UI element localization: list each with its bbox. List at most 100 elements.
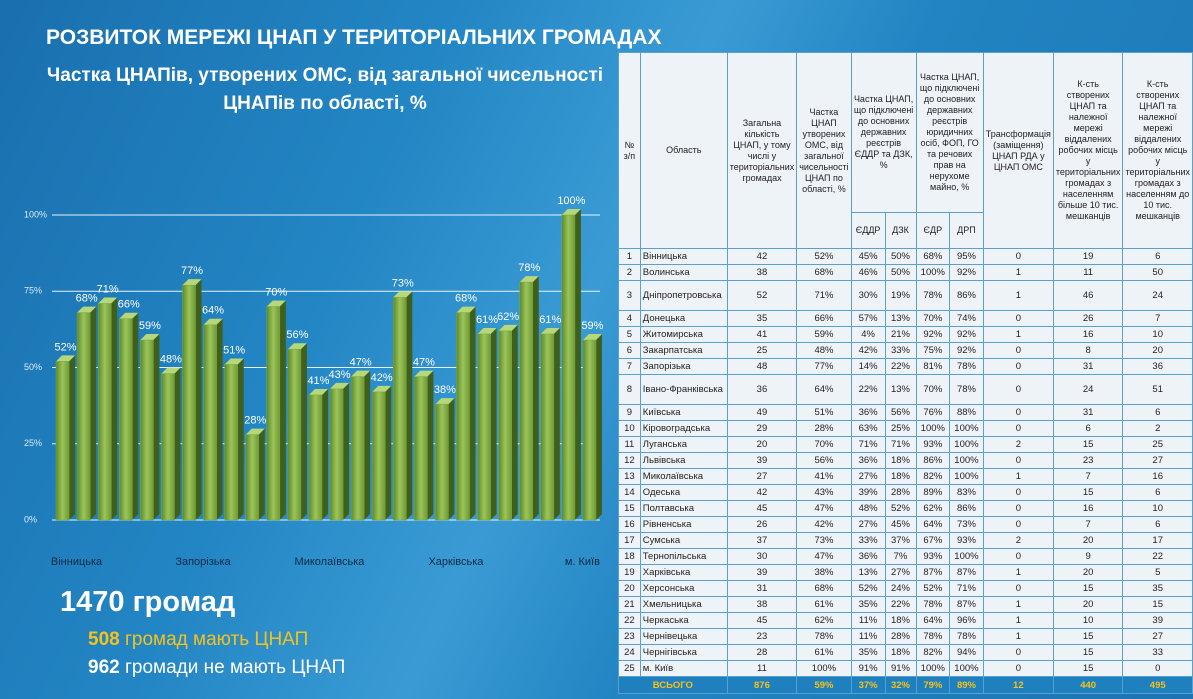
table-cell: 18%: [884, 452, 917, 469]
table-cell: 61%: [796, 644, 852, 661]
bar-side: [258, 428, 265, 520]
table-cell: 0: [1122, 660, 1193, 677]
without-cnap: 962 громади не мають ЦНАП: [88, 657, 345, 679]
table-cell: 30: [726, 548, 798, 565]
table-cell: 45: [726, 500, 798, 517]
table-cell: 24: [618, 644, 641, 661]
table-cell: Тернопільська: [639, 548, 728, 565]
table-cell: 1: [982, 280, 1054, 311]
table-cell: 61%: [796, 596, 852, 613]
table-cell: 12: [618, 452, 641, 469]
bar-side: [321, 388, 328, 520]
table-cell: 28: [726, 644, 798, 661]
table-cell: 20: [1122, 342, 1193, 359]
table-row: 10 Кіровоградська 29 28% 63% 25% 100% 100% 0 6 2: [618, 420, 1193, 437]
table-cell: 78%: [915, 628, 951, 645]
table-cell: 9: [618, 404, 641, 421]
table-cell: 73%: [949, 516, 984, 533]
bar-side: [153, 334, 160, 520]
table-cell: 43%: [796, 484, 852, 501]
table-row: 25 м. Київ 11 100% 91% 91% 100% 100% 0 15 0: [618, 660, 1193, 677]
table-cell: 495: [1122, 676, 1193, 694]
table-row: 24 Чернігівська 28 61% 35% 18% 82% 94% 0 15 33: [618, 644, 1193, 661]
table-cell: 68%: [915, 248, 951, 265]
table-cell: Київська: [639, 404, 728, 421]
table-cell: 24: [1052, 374, 1124, 405]
table-cell: 29: [726, 420, 798, 437]
bar-side: [385, 385, 392, 520]
table-cell: 2: [982, 532, 1054, 549]
table-row: 7 Запорізька 48 77% 14% 22% 81% 78% 0 31 36: [618, 358, 1193, 375]
table-cell: 78%: [949, 358, 984, 375]
table-row: 9 Київська 49 51% 36% 56% 76% 88% 0 31 6: [618, 404, 1193, 421]
table-cell: 48: [726, 358, 798, 375]
table-cell: 37%: [850, 676, 886, 694]
bar-side: [595, 334, 602, 520]
table-cell: 42%: [850, 342, 886, 359]
table-cell: Волинська: [639, 264, 728, 281]
bar: [329, 388, 344, 521]
table-cell: 0: [982, 452, 1054, 469]
header-cell: Трансформація (заміщення) ЦНАП РДА у ЦНА…: [982, 52, 1054, 249]
table-cell: 71%: [949, 580, 984, 597]
bar-top: [161, 367, 181, 374]
table-cell: 36%: [850, 548, 886, 565]
table-cell: 18: [618, 548, 641, 565]
table-cell: 47%: [796, 548, 852, 565]
table-cell: 25%: [884, 420, 917, 437]
table-cell: 56%: [884, 404, 917, 421]
table-cell: 10: [618, 420, 641, 437]
bar: [182, 284, 196, 521]
bar-top: [477, 327, 497, 334]
table-cell: 42: [726, 248, 798, 265]
table-cell: Закарпатська: [639, 342, 728, 359]
table-cell: 51%: [796, 404, 852, 421]
table-cell: 23: [1052, 452, 1124, 469]
bar-top: [435, 398, 455, 405]
table-cell: 68%: [796, 580, 852, 597]
table-cell: 100%: [915, 264, 951, 281]
table-cell: 31: [726, 580, 798, 597]
total-communities: 1470 громад: [60, 586, 236, 618]
bar: [76, 312, 91, 521]
table-cell: 50%: [884, 264, 917, 281]
bar-side: [279, 300, 286, 520]
table-cell: 27%: [850, 468, 886, 485]
table-cell: 18%: [884, 612, 917, 629]
table-cell: 93%: [915, 436, 951, 453]
without-number: 962: [88, 657, 120, 678]
table-cell: 26: [726, 516, 798, 533]
table-cell: 0: [982, 516, 1054, 533]
table-cell: 57%: [850, 310, 886, 327]
table-cell: 63%: [850, 420, 886, 437]
table-cell: 87%: [915, 564, 951, 581]
table-cell: 0: [982, 374, 1054, 405]
table-cell: 0: [982, 248, 1054, 265]
table-cell: 876: [726, 676, 798, 694]
table-cell: 100%: [949, 436, 984, 453]
table-cell: 41: [726, 326, 798, 343]
table-cell: 12: [982, 676, 1054, 694]
table-cell: 92%: [949, 264, 984, 281]
table-cell: 89%: [949, 676, 984, 694]
table-row: 1 Вінницька 42 52% 45% 50% 68% 95% 0 19 6: [618, 248, 1193, 265]
bar-side: [469, 306, 476, 520]
table-cell: 42%: [796, 516, 852, 533]
bar: [140, 339, 154, 521]
table-cell: 82%: [915, 468, 951, 485]
table-cell: 1: [982, 628, 1054, 645]
table-cell: 100%: [949, 468, 984, 485]
x-tick-label: м. Київ: [565, 556, 600, 568]
table-cell: 93%: [949, 532, 984, 549]
table-cell: 11: [1052, 264, 1124, 281]
bar-top: [519, 276, 539, 283]
table-cell: 78%: [949, 374, 984, 405]
table-cell: 15: [1052, 580, 1124, 597]
table-cell: 100%: [949, 548, 984, 565]
bar-top: [372, 385, 392, 392]
bar: [245, 434, 260, 521]
bar-top: [287, 343, 307, 350]
table-cell: 59%: [796, 326, 852, 343]
bar-top: [456, 306, 476, 313]
table-cell: 20: [1052, 596, 1124, 613]
